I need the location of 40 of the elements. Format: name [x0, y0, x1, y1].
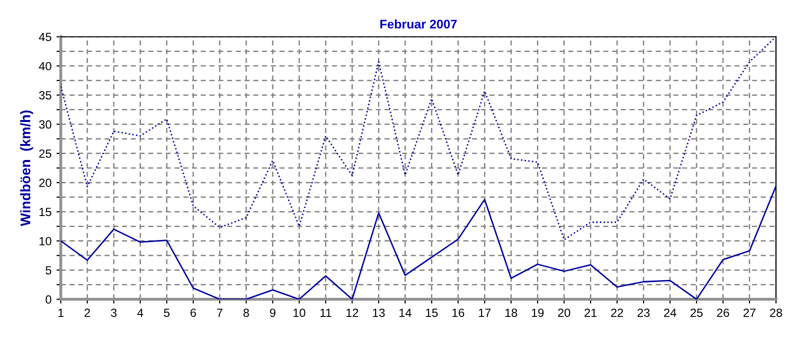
y-tick-label: 40: [38, 62, 52, 70]
x-tick-label: 4: [137, 308, 144, 317]
y-tick-label: 15: [40, 208, 52, 216]
x-tick-label: 8: [243, 308, 249, 317]
x-tick-label: 2: [84, 308, 90, 317]
y-tick-label: 30: [39, 120, 52, 129]
x-tick-label: 13: [373, 308, 385, 317]
x-tick-label: 6: [190, 308, 196, 317]
x-tick-label: 26: [717, 308, 730, 317]
x-tick-label: 19: [532, 308, 544, 317]
x-tick-label: 10: [294, 308, 306, 317]
x-tick-label: 18: [505, 308, 518, 317]
y-tick-label: 5: [46, 266, 52, 274]
x-tick-label: 28: [770, 308, 782, 317]
y-tick-label: 35: [39, 91, 52, 100]
x-tick-label: 7: [217, 308, 222, 317]
y-tick-label: 20: [39, 178, 52, 187]
y-tick-label: 0: [46, 295, 52, 304]
x-tick-label: 23: [638, 308, 650, 317]
x-tick-label: 15: [426, 308, 438, 317]
x-tick-label: 22: [611, 308, 624, 317]
x-tick-label: 25: [690, 308, 703, 317]
y-tick-label: 45: [38, 32, 52, 42]
x-tick-label: 24: [664, 308, 676, 317]
x-tick-label: 14: [399, 308, 412, 317]
chart-title: Februar 2007: [380, 19, 457, 29]
x-tick-label: 3: [110, 308, 117, 317]
x-tick-label: 17: [478, 308, 491, 317]
x-tick-label: 27: [744, 308, 756, 317]
x-tick-label: 12: [346, 308, 358, 317]
x-tick-label: 11: [320, 308, 332, 317]
y-axis-title: Windböen (km/h): [20, 110, 34, 226]
x-tick-label: 5: [164, 308, 170, 317]
x-tick-label: 1: [58, 308, 64, 317]
x-tick-label: 21: [584, 308, 597, 317]
y-tick-label: 25: [39, 149, 52, 158]
x-tick-label: 9: [270, 308, 276, 317]
y-tick-label: 10: [40, 236, 52, 246]
x-tick-label: 20: [558, 308, 570, 317]
x-tick-label: 16: [452, 308, 464, 317]
